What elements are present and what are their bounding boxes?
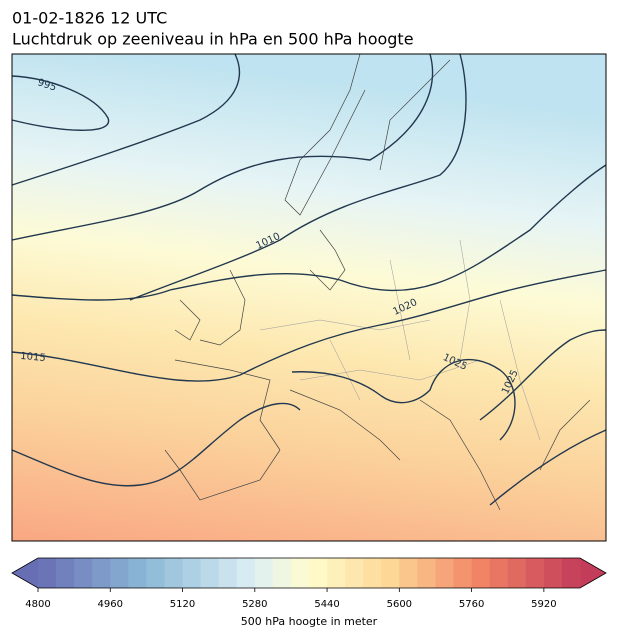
colorbar-segment [110, 558, 129, 588]
colorbar-segment [561, 558, 581, 588]
colorbar-segment [399, 558, 418, 588]
map-frame [11, 53, 607, 542]
isobar [129, 53, 467, 301]
colorbar-segment [525, 558, 545, 588]
isobar [291, 359, 516, 441]
colorbar-tick-label: 5120 [170, 599, 195, 610]
colorbar-segment [363, 558, 382, 588]
isobar [479, 329, 607, 421]
colorbar-label: 500 hPa hoogte in meter [241, 615, 378, 628]
colorbar-segment [543, 558, 563, 588]
colorbar-segment [200, 558, 220, 588]
colorbar-segment [38, 558, 57, 588]
isobar [11, 164, 607, 301]
colorbar-tick-label: 5920 [531, 599, 556, 610]
isobar [11, 269, 607, 382]
colorbar-segment [146, 558, 165, 588]
title: 01-02-1826 12 UTC [12, 9, 167, 28]
colorbar-tick-label: 4800 [25, 599, 50, 610]
colorbar-tick-label: 4960 [98, 599, 123, 610]
colorbar-tick-label: 5440 [314, 599, 339, 610]
colorbar-segment [309, 558, 328, 588]
colorbar-segment [272, 558, 292, 588]
colorbar-segment [345, 558, 364, 588]
colorbar-segment [290, 558, 310, 588]
colorbar-segment [56, 558, 75, 588]
colorbar-segment [507, 558, 527, 588]
coastline [164, 53, 591, 511]
colorbar-segment [182, 558, 202, 588]
subtitle: Luchtdruk op zeeniveau in hPa en 500 hPa… [12, 30, 414, 49]
isobar [11, 53, 241, 186]
colorbar-outline [11, 557, 607, 589]
colorbar-segment [254, 558, 274, 588]
colorbar-segment [164, 558, 184, 588]
isobar-label: 1015 [20, 351, 46, 364]
borders [259, 239, 541, 441]
colorbar-segment [417, 558, 436, 588]
colorbar: 4800 4960 5120 5280 5440 5600 5760 5920 500 hPa … [11, 557, 607, 628]
colorbar-extend-low [12, 558, 38, 588]
colorbar-segment [327, 558, 346, 588]
colorbar-segment [92, 558, 111, 588]
map [11, 53, 607, 542]
colorbar-segment [74, 558, 93, 588]
isobar [11, 75, 110, 131]
colorbar-segment [218, 558, 238, 588]
colorbar-tick-label: 5280 [242, 599, 267, 610]
colorbar-segment [435, 558, 455, 588]
isobar [11, 53, 434, 241]
colorbar-tick-label: 5760 [459, 599, 484, 610]
colorbar-segment [453, 558, 473, 588]
colorbar-tick-label: 5600 [387, 599, 412, 610]
height-field [12, 54, 606, 541]
colorbar-segment [381, 558, 400, 588]
colorbar-segment [128, 558, 147, 588]
colorbar-segment [471, 558, 491, 588]
isobar [489, 429, 607, 506]
isobar [11, 402, 301, 487]
colorbar-extend-high [580, 558, 606, 588]
colorbar-segment [236, 558, 256, 588]
colorbar-segment [489, 558, 509, 588]
